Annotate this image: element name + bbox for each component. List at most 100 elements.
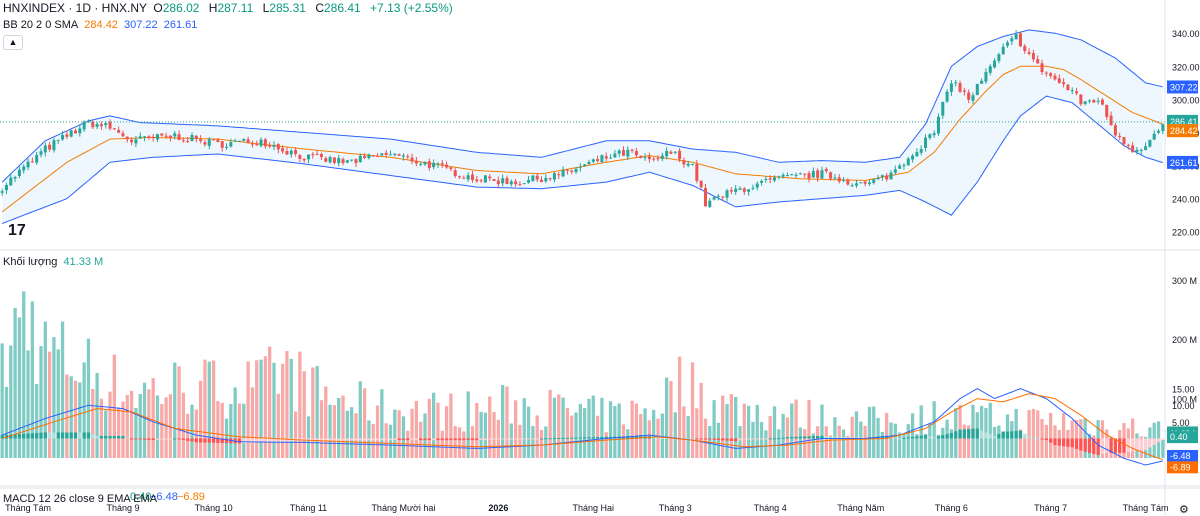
candle-body [669, 151, 673, 154]
macd-histogram-bar [194, 438, 198, 443]
macd-label[interactable]: MACD 12 26 close 9 EMA EMA [3, 493, 158, 505]
macd-histogram-bar [242, 438, 246, 444]
macd-histogram-bar [350, 438, 354, 441]
candle-body [699, 180, 703, 188]
candle-body [1131, 145, 1135, 153]
price-label-upper: 307.22 [1170, 82, 1198, 92]
candle-body [285, 151, 289, 155]
volume-bar [1018, 429, 1023, 458]
volume-bar [302, 371, 306, 458]
time-axis-label: Tháng Năm [837, 503, 884, 513]
candle-body [263, 139, 267, 147]
candle-body [1152, 133, 1156, 140]
candle-body [78, 128, 82, 134]
time-axis-label: Tháng 3 [659, 503, 692, 513]
candle-body [842, 179, 846, 181]
symbol-title[interactable]: HNXINDEX · 1D · HNX.NY [3, 1, 148, 15]
macd-histogram-bar [1001, 431, 1005, 439]
candle-body [65, 134, 69, 137]
candle-body [328, 157, 332, 163]
macd-histogram-bar [483, 438, 488, 440]
candle-body [924, 137, 928, 148]
volume-bar [65, 374, 69, 458]
volume-bar [716, 422, 721, 458]
candle-body [1023, 46, 1027, 51]
candle-body [798, 173, 802, 175]
volume-bar [505, 386, 509, 458]
candle-body [613, 153, 617, 158]
candle-body [790, 174, 794, 176]
bb-label[interactable]: BB 20 2 0 SMA [3, 19, 79, 31]
candle-body [1001, 46, 1005, 55]
volume-label[interactable]: Khối lượng [3, 256, 58, 268]
macd-histogram-bar [923, 435, 928, 439]
candle-body [949, 83, 953, 92]
volume-bar [393, 409, 397, 458]
settings-icon[interactable]: ⚙ [1179, 504, 1189, 516]
volume-bar [332, 405, 337, 458]
macd-histogram-bar [95, 435, 99, 439]
chevron-up-icon[interactable]: ▲ [3, 35, 23, 50]
macd-histogram-bar [1083, 438, 1087, 452]
volume-bar [22, 291, 26, 458]
macd-histogram-bar [505, 438, 509, 440]
candle-body [958, 83, 962, 92]
bb-lower-value: 261.61 [163, 19, 198, 31]
candle-body [475, 179, 479, 182]
candle-body [315, 154, 319, 156]
volume-bar [677, 356, 682, 458]
candle-body [419, 163, 423, 165]
macd-histogram-bar [988, 434, 992, 439]
candle-body [768, 178, 772, 180]
macd-histogram-bar [164, 438, 168, 440]
macd-histogram-bar [358, 438, 362, 441]
candle-body [656, 158, 660, 160]
time-axis-label: Tháng 9 [106, 503, 139, 513]
macd-histogram-bar [781, 437, 785, 439]
candle-body [160, 133, 164, 136]
macd-histogram-bar [224, 438, 229, 444]
macd-histogram-bar [1074, 438, 1079, 449]
macd-histogram-bar [1100, 438, 1105, 454]
macd-histogram-bar [902, 437, 906, 439]
volume-bar [86, 338, 91, 458]
candle-body [919, 149, 923, 153]
candle-body [583, 164, 587, 166]
volume-bar [142, 382, 147, 458]
time-axis-label: Tháng 7 [1034, 503, 1067, 513]
candle-body [988, 66, 992, 73]
volume-bar [35, 384, 39, 458]
candle-body [470, 174, 474, 181]
macd-histogram-bar [941, 435, 945, 439]
macd-histogram-bar [436, 438, 440, 441]
candle-body [281, 148, 285, 152]
volume-bar [859, 421, 863, 458]
price-label-mid: 284.42 [1170, 126, 1198, 136]
macd-histogram-bar [419, 438, 423, 441]
candle-body [721, 196, 725, 198]
candle-body [738, 188, 742, 190]
macd-histogram-bar [43, 432, 47, 439]
macd-histogram-bar [1061, 438, 1066, 447]
macd-histogram-bar [708, 438, 712, 440]
volume-bar [30, 301, 35, 458]
macd-histogram-bar [1005, 431, 1010, 439]
macd-histogram-bar [393, 438, 397, 441]
volume-bar [686, 415, 690, 458]
candle-body [350, 159, 354, 161]
volume-bar [854, 411, 859, 458]
macd-histogram-bar [35, 432, 39, 439]
macd-histogram-bar [548, 438, 552, 440]
candle-body [531, 175, 535, 182]
candle-body [225, 146, 229, 148]
tradingview-logo-icon[interactable]: 17 [8, 222, 26, 239]
candle-body [423, 161, 427, 165]
volume-bar [9, 345, 13, 458]
candle-body [436, 163, 440, 165]
candle-body [1010, 38, 1014, 42]
candle-body [199, 139, 203, 142]
candle-body [695, 164, 699, 181]
macd-histogram-bar [1014, 430, 1018, 439]
volume-bar [60, 321, 65, 458]
